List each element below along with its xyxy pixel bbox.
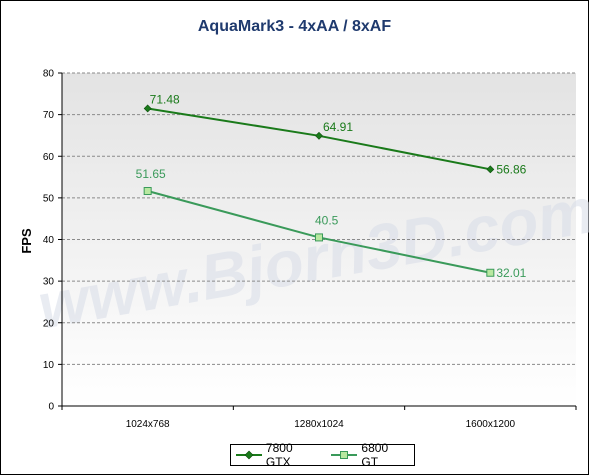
y-axis-label: FPS bbox=[19, 228, 34, 254]
data-label: 32.01 bbox=[496, 266, 526, 280]
data-label: 40.5 bbox=[315, 213, 339, 227]
x-tick-label: 1024x768 bbox=[126, 419, 170, 430]
legend-item-6800gt: 6800 GT bbox=[331, 441, 408, 469]
data-label: 51.65 bbox=[136, 167, 166, 181]
y-tick-label: 30 bbox=[43, 277, 55, 288]
x-tick-label: 1600x1200 bbox=[466, 419, 516, 430]
y-tick-label: 20 bbox=[43, 318, 55, 329]
data-label: 71.48 bbox=[150, 92, 180, 106]
legend: 7800 GTX 6800 GT bbox=[230, 441, 415, 469]
data-point bbox=[315, 233, 323, 242]
data-label: 64.91 bbox=[323, 120, 353, 134]
data-point bbox=[143, 104, 152, 113]
chart-title: AquaMark3 - 4xAA / 8xAF bbox=[197, 18, 392, 35]
y-tick-label: 70 bbox=[43, 110, 55, 121]
y-tick-label: 0 bbox=[48, 402, 54, 413]
data-point bbox=[143, 187, 152, 196]
legend-marker-diamond-icon bbox=[236, 450, 262, 460]
data-label: 56.86 bbox=[496, 162, 526, 176]
y-tick-label: 40 bbox=[43, 235, 55, 246]
y-tick-label: 10 bbox=[43, 360, 55, 371]
legend-item-7800gtx: 7800 GTX bbox=[236, 441, 320, 469]
legend-label-6800gt: 6800 GT bbox=[361, 441, 389, 469]
legend-marker-square-icon bbox=[331, 451, 358, 459]
x-tick-label: 1280x1024 bbox=[294, 419, 344, 430]
y-tick-label: 50 bbox=[43, 193, 55, 204]
data-point bbox=[486, 165, 495, 174]
data-point bbox=[486, 268, 495, 277]
y-tick-label: 60 bbox=[43, 152, 55, 163]
y-tick-label: 80 bbox=[43, 69, 55, 80]
data-point bbox=[315, 131, 323, 140]
legend-label-7800gtx: 7800 GTX bbox=[265, 441, 293, 469]
